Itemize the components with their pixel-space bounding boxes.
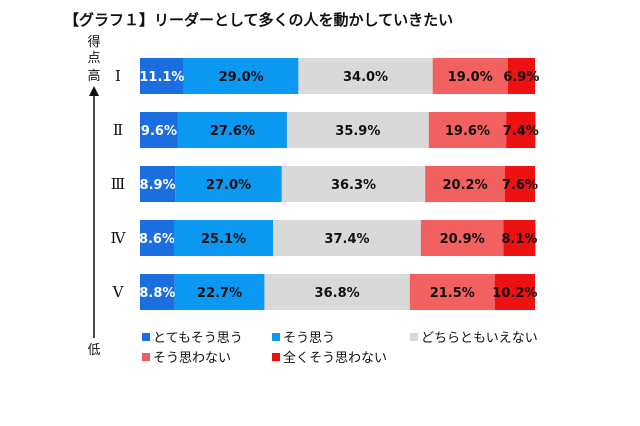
bar-segment-row4-series5	[503, 220, 536, 256]
data-label-row5-series2: 22.7%	[197, 286, 242, 301]
bar-segment-row3-series5	[504, 166, 535, 202]
bars-group: Ⅰ 11.1% 29.0% 34.0% 19.0% 6.9% Ⅱ 9.6% 27.6% 35.9%…	[111, 58, 539, 310]
legend-swatch-1	[142, 333, 150, 341]
data-label-row2-series2: 27.6%	[210, 124, 255, 139]
data-label-row5-series3: 36.8%	[315, 286, 360, 301]
bar-segment-row2-series5	[506, 112, 536, 148]
legend-swatch-2	[272, 333, 280, 341]
bar-segment-row2-series4	[428, 112, 507, 148]
data-label-row2-series3: 35.9%	[335, 124, 380, 139]
data-label-row4-series5: 8.1%	[501, 232, 537, 247]
chart-title: 【グラフ１】リーダーとして多くの人を動かしていきたい	[64, 11, 453, 29]
legend-label-5: 全くそう思わない	[283, 350, 387, 366]
legend-swatch-3	[410, 333, 418, 341]
data-label-row3-series2: 27.0%	[206, 178, 251, 193]
bar-segment-row4-series2	[173, 220, 274, 256]
data-label-row4-series3: 37.4%	[324, 232, 369, 247]
bar-segment-row3-series2	[175, 166, 282, 202]
data-label-row1-series2: 29.0%	[219, 70, 264, 85]
category-label-3: Ⅲ	[111, 175, 125, 193]
bar-segment-row4-series1	[140, 220, 174, 256]
data-label-row2-series1: 9.6%	[141, 124, 177, 139]
data-label-row1-series5: 6.9%	[503, 70, 539, 85]
axis-top-label-1: 得	[87, 34, 100, 50]
bar-segment-row1-series5	[507, 58, 535, 94]
axis-top-label-2: 点	[87, 51, 100, 66]
axis-low-label: 低	[87, 343, 100, 358]
bar-segment-row5-series2	[174, 274, 265, 310]
legend-label-1: とてもそう思う	[153, 331, 243, 346]
data-label-row3-series4: 20.2%	[443, 178, 488, 193]
axis-high-label: 高	[87, 68, 100, 84]
data-label-row5-series4: 21.5%	[430, 286, 475, 301]
data-label-row1-series1: 11.1%	[139, 70, 184, 85]
data-label-row4-series4: 20.9%	[440, 232, 485, 247]
data-label-row1-series4: 19.0%	[448, 70, 493, 85]
category-label-4: Ⅳ	[111, 229, 127, 247]
bar-segment-row3-series3	[281, 166, 426, 202]
legend-label-4: そう思わない	[153, 351, 231, 366]
bar-segment-row2-series2	[177, 112, 287, 148]
data-label-row2-series5: 7.4%	[503, 124, 539, 139]
legend-swatch-5	[272, 353, 280, 361]
bar-segment-row1-series1	[140, 58, 184, 94]
data-label-row2-series4: 19.6%	[445, 124, 490, 139]
data-label-row5-series1: 8.8%	[139, 286, 175, 301]
category-label-2: Ⅱ	[113, 121, 123, 139]
bar-segment-row4-series4	[420, 220, 504, 256]
bar-segment-row3-series4	[425, 166, 505, 202]
legend-label-2: そう思う	[283, 331, 335, 346]
axis-arrow-head	[89, 86, 99, 96]
data-label-row1-series3: 34.0%	[343, 70, 388, 85]
category-label-1: Ⅰ	[115, 67, 121, 85]
bar-segment-row1-series4	[432, 58, 508, 94]
bar-segment-row5-series1	[140, 274, 175, 310]
data-label-row4-series2: 25.1%	[201, 232, 246, 247]
data-label-row3-series3: 36.3%	[331, 178, 376, 193]
bar-segment-row2-series3	[286, 112, 429, 148]
bar-segment-row5-series3	[264, 274, 410, 310]
bar-segment-row4-series3	[273, 220, 421, 256]
data-label-row5-series5: 10.2%	[492, 286, 537, 301]
bar-segment-row2-series1	[140, 112, 178, 148]
legend-label-3: どちらともいえない	[421, 331, 538, 346]
data-label-row4-series1: 8.6%	[139, 232, 175, 247]
bar-segment-row1-series3	[298, 58, 433, 94]
bar-segment-row5-series4	[409, 274, 495, 310]
bar-segment-row3-series1	[140, 166, 176, 202]
data-label-row3-series1: 8.9%	[140, 178, 176, 193]
bar-segment-row5-series5	[494, 274, 535, 310]
category-label-5: Ⅴ	[112, 283, 125, 301]
legend-swatch-4	[142, 353, 150, 361]
data-label-row3-series5: 7.6%	[502, 178, 538, 193]
bar-segment-row1-series2	[183, 58, 299, 94]
